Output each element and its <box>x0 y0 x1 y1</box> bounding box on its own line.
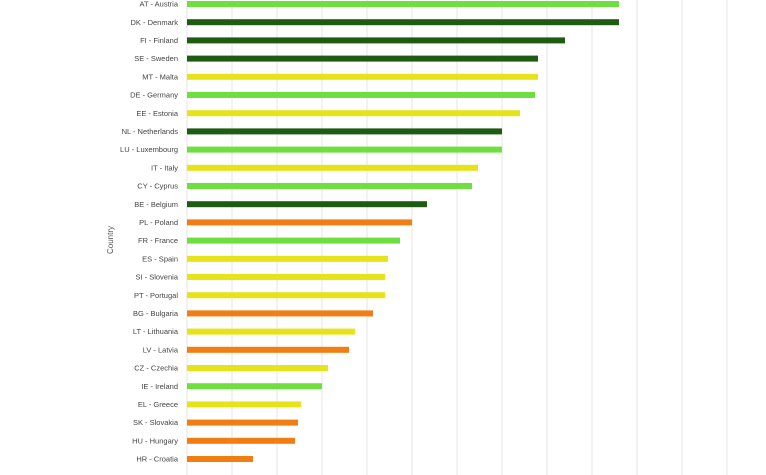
category-label: DE - Germany <box>130 91 178 100</box>
bar-hu[interactable] <box>187 437 295 444</box>
category-label: CY - Cyprus <box>137 182 178 191</box>
bar-nl[interactable] <box>187 128 502 135</box>
category-label: HR - Croatia <box>136 455 179 464</box>
category-label: LV - Latvia <box>143 345 179 354</box>
bar-pl[interactable] <box>187 219 412 226</box>
category-label: DK - Denmark <box>130 18 178 27</box>
bar-fi[interactable] <box>187 37 565 44</box>
category-label: AT - Austria <box>140 0 179 9</box>
category-label: EL - Greece <box>138 400 178 409</box>
category-label: EE - Estonia <box>136 109 179 118</box>
category-label: FI - Finland <box>140 36 178 45</box>
bar-lt[interactable] <box>187 328 355 335</box>
category-label: SI - Slovenia <box>135 273 178 282</box>
category-labels: AT - Austria DK - Denmark FI - Finland SE -… <box>120 0 179 464</box>
category-label: LT - Lithuania <box>133 327 179 336</box>
bar-fr[interactable] <box>187 237 400 244</box>
bar-de[interactable] <box>187 92 535 98</box>
category-label: SE - Sweden <box>134 54 178 63</box>
bar-be[interactable] <box>187 201 427 208</box>
bar-ee[interactable] <box>187 110 520 117</box>
bar-it[interactable] <box>187 164 478 171</box>
bar-cz[interactable] <box>187 365 328 371</box>
bar-pt[interactable] <box>187 292 385 299</box>
bar-el[interactable] <box>187 401 301 408</box>
category-label: CZ - Czechia <box>134 364 179 373</box>
category-label: HU - Hungary <box>132 436 178 445</box>
category-label: BG - Bulgaria <box>133 309 179 318</box>
bar-dk[interactable] <box>187 19 619 26</box>
category-label: IT - Italy <box>151 163 178 172</box>
bar-hr[interactable] <box>187 456 253 462</box>
category-label: LU - Luxembourg <box>120 145 178 154</box>
category-label: NL - Netherlands <box>122 127 179 136</box>
bar-mt[interactable] <box>187 73 538 80</box>
category-label: PT - Portugal <box>134 291 178 300</box>
category-label: IE - Ireland <box>141 382 178 391</box>
bars <box>187 1 619 462</box>
bar-ie[interactable] <box>187 383 322 390</box>
category-label: BE - Belgium <box>134 200 178 209</box>
category-label: FR - France <box>138 236 178 245</box>
bar-se[interactable] <box>187 55 538 62</box>
y-axis-title: Country <box>106 226 115 254</box>
bar-si[interactable] <box>187 274 385 280</box>
bar-bg[interactable] <box>187 310 373 317</box>
bar-lv[interactable] <box>187 346 349 353</box>
category-label: SK - Slovakia <box>133 418 179 427</box>
bar-cy[interactable] <box>187 183 472 189</box>
bar-at[interactable] <box>187 1 619 7</box>
bar-sk[interactable] <box>187 419 298 426</box>
category-label: MT - Malta <box>142 72 179 81</box>
bar-lu[interactable] <box>187 146 502 153</box>
bar-es[interactable] <box>187 255 388 262</box>
category-label: ES - Spain <box>142 254 178 263</box>
category-label: PL - Poland <box>139 218 178 227</box>
